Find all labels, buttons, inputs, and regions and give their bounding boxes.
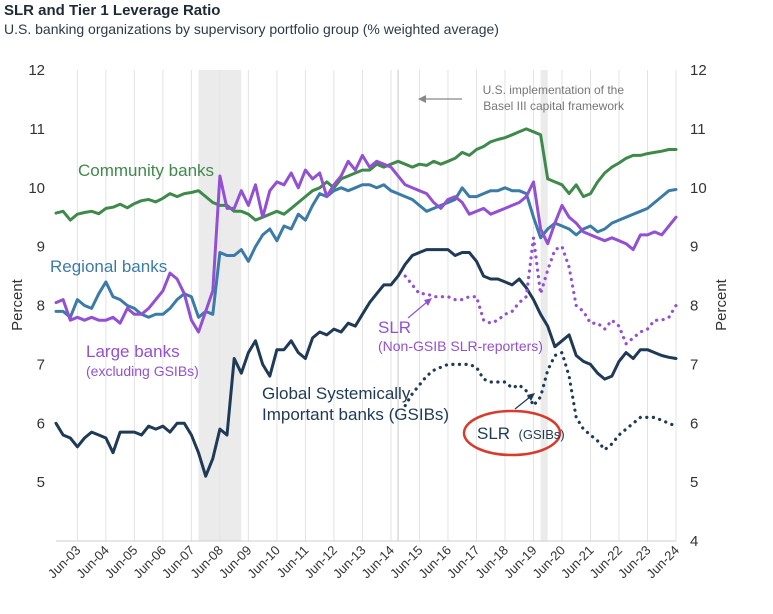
y-tick-left: 8	[37, 298, 45, 315]
y-tick-right: 6	[690, 415, 698, 432]
label-community-banks: Community banks	[78, 161, 214, 180]
basel-label-line2: Basel III capital framework	[483, 99, 625, 113]
series-line-2	[54, 153, 678, 334]
y-axis-right: 4 5 6 7 8 9 10 11 12	[690, 62, 707, 550]
basel-label-line1: U.S. implementation of the	[483, 83, 625, 97]
label-large-banks: Large banks	[86, 342, 180, 361]
x-tick-label: Jun-24	[643, 543, 682, 582]
basel-arrow-head	[418, 95, 426, 103]
slr-nongsib-pointer-head	[424, 298, 432, 306]
series-line-4	[403, 236, 678, 346]
label-regional-banks: Regional banks	[50, 257, 167, 276]
y-tick-left: 12	[28, 62, 45, 79]
y-tick-right: 10	[690, 180, 707, 197]
vertical-grid	[76, 70, 677, 541]
y-axis-left: 5 6 7 8 9 10 11 12	[28, 62, 45, 491]
y-tick-left: 5	[37, 474, 45, 491]
label-slr-gsib: SLR (GSIBs)	[477, 424, 565, 443]
label-slr-gsib-sub: (GSIBs)	[519, 427, 565, 442]
y-tick-right: 4	[690, 533, 698, 550]
y-tick-right: 8	[690, 298, 698, 315]
slr-gsib-pointer-head	[527, 393, 535, 401]
y-tick-left: 11	[29, 121, 45, 138]
y-tick-right: 11	[690, 121, 706, 138]
y-axis-label-right: Percent	[713, 278, 730, 331]
label-gsibs-line1: Global Systemically	[262, 384, 411, 403]
label-gsibs-line2: Important banks (GSIBs)	[262, 405, 449, 424]
x-tick-label: Jun-10	[244, 543, 283, 582]
slr-nongsib-pointer	[407, 301, 428, 319]
shaded-period-1	[540, 70, 548, 541]
label-slr-gsib-main: SLR	[477, 424, 510, 443]
x-axis: Jun-03Jun-04Jun-05Jun-06Jun-07Jun-08Jun-…	[45, 540, 682, 582]
y-axis-label-left: Percent	[9, 278, 26, 331]
y-tick-right: 9	[690, 239, 698, 256]
series-line-3	[54, 248, 678, 478]
series-line-1	[54, 183, 678, 319]
label-slr-nongsib: SLR	[378, 318, 411, 337]
series-lines	[54, 127, 678, 478]
y-tick-left: 10	[28, 180, 45, 197]
slr-gsib-highlight-ellipse	[462, 409, 562, 457]
chart-subtitle: U.S. banking organizations by supervisor…	[4, 21, 499, 37]
series-line-5	[403, 351, 678, 452]
y-tick-right: 12	[690, 62, 707, 79]
y-tick-right: 5	[690, 474, 698, 491]
series-line-0	[54, 127, 678, 222]
y-tick-left: 7	[37, 356, 45, 373]
y-tick-right: 7	[690, 356, 698, 373]
chart-title: SLR and Tier 1 Leverage Ratio	[4, 2, 221, 19]
y-tick-left: 9	[37, 239, 45, 256]
label-slr-nongsib-sub: (Non-GSIB SLR-reporters)	[378, 338, 543, 354]
slr-gsib-pointer	[514, 396, 531, 410]
label-large-banks-sub: (excluding GSIBs)	[86, 363, 199, 379]
y-tick-left: 6	[37, 415, 45, 432]
